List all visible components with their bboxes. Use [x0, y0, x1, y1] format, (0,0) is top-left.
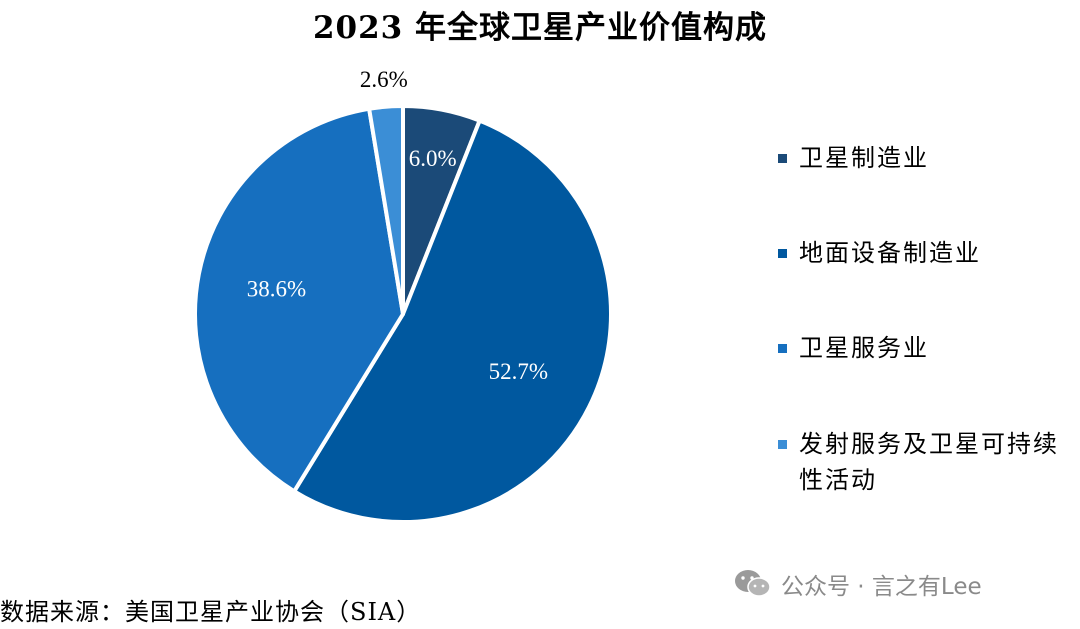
wechat-icon [735, 570, 771, 597]
slice-label-ground-equipment: 52.7% [489, 359, 548, 384]
slice-launch-services [367, 104, 405, 316]
chart-title: 2023 年全球卫星产业价值构成 [312, 10, 768, 46]
slice-satellite-services [193, 106, 405, 494]
legend-swatch [778, 249, 787, 258]
legend-label: 地面设备制造业 [799, 239, 981, 267]
slice-label-satellite-manufacturing: 6.0% [409, 146, 457, 171]
legend-item-ground-equipment: 地面设备制造业 [778, 235, 1069, 271]
watermark-text: 公众号 · 言之有Lee [781, 574, 982, 600]
legend-label: 卫星制造业 [799, 144, 929, 172]
slice-label-launch-services: 2.6% [360, 67, 408, 92]
legend-swatch [778, 440, 787, 449]
legend-swatch [778, 344, 787, 353]
legend-label: 卫星服务业 [799, 334, 929, 362]
legend-item-launch-services: 发射服务及卫星可持续性活动 [778, 426, 1069, 498]
slice-ground-equipment [292, 118, 613, 524]
source-note: 数据来源：美国卫星产业协会（SIA） [0, 598, 422, 626]
legend-label: 发射服务及卫星可持续性活动 [799, 430, 1059, 494]
legend-item-satellite-manufacturing: 卫星制造业 [778, 140, 1069, 176]
legend-swatch [778, 154, 787, 163]
legend-item-satellite-services: 卫星服务业 [778, 330, 1069, 366]
slice-label-satellite-services: 38.6% [247, 277, 306, 302]
watermark: 公众号 · 言之有Lee [733, 567, 982, 601]
